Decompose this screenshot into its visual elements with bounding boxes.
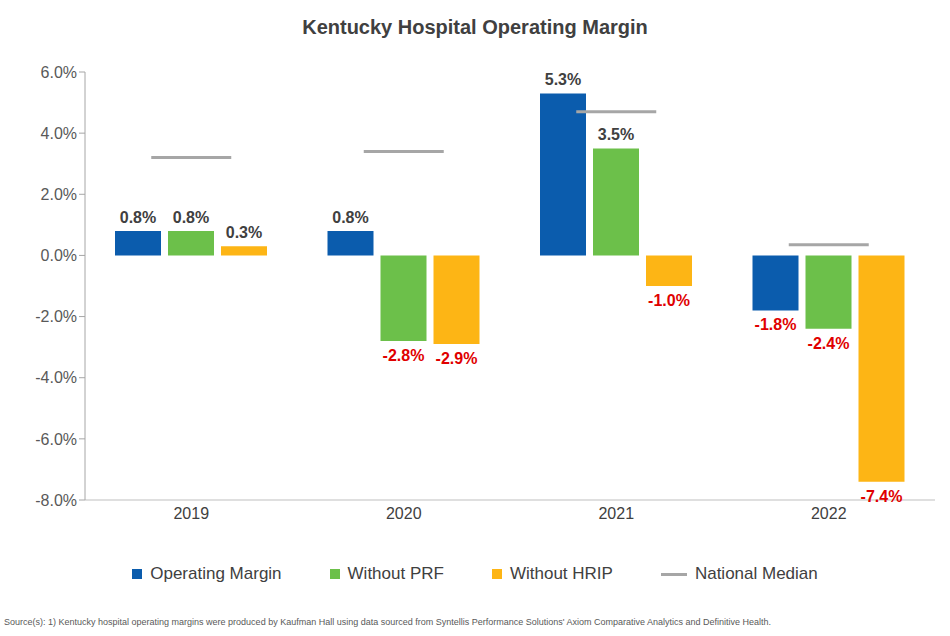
svg-text:-4.0%: -4.0% [35, 369, 77, 386]
svg-text:3.5%: 3.5% [598, 126, 634, 143]
svg-text:-7.4%: -7.4% [861, 488, 903, 505]
svg-text:0.3%: 0.3% [226, 224, 262, 241]
svg-text:6.0%: 6.0% [41, 64, 77, 81]
html-text:Source(s): 1) Kentucky hospita: Source(s): 1) Kentucky hospital operatin… [4, 617, 772, 627]
html-text:National Median: National Median [694, 564, 818, 583]
svg-text:2.0%: 2.0% [41, 186, 77, 203]
svg-text:2019: 2019 [173, 505, 209, 522]
svg-text:0.8%: 0.8% [173, 209, 209, 226]
html-text:Without HRIP: Without HRIP [509, 564, 613, 583]
svg-text:2020: 2020 [386, 505, 422, 522]
svg-text:2022: 2022 [811, 505, 847, 522]
svg-text:-2.9%: -2.9% [436, 350, 478, 367]
svg-text:4.0%: 4.0% [41, 125, 77, 142]
svg-text:0.8%: 0.8% [120, 209, 156, 226]
html-text:Operating Margin: Operating Margin [150, 564, 282, 583]
svg-text:-2.8%: -2.8% [383, 347, 425, 364]
svg-text:0.0%: 0.0% [41, 247, 77, 264]
svg-text:-8.0%: -8.0% [35, 492, 77, 509]
html-text:Without PRF: Without PRF [347, 564, 444, 583]
svg-text:2021: 2021 [598, 505, 634, 522]
svg-text:-2.4%: -2.4% [808, 335, 850, 352]
svg-text:-1.8%: -1.8% [755, 316, 797, 333]
html-text:Kentucky Hospital Operating Ma: Kentucky Hospital Operating Margin [302, 16, 648, 38]
svg-text:-6.0%: -6.0% [35, 431, 77, 448]
svg-text:-1.0%: -1.0% [648, 292, 690, 309]
svg-text:0.8%: 0.8% [332, 209, 368, 226]
svg-text:-2.0%: -2.0% [35, 308, 77, 325]
svg-text:5.3%: 5.3% [545, 71, 581, 88]
